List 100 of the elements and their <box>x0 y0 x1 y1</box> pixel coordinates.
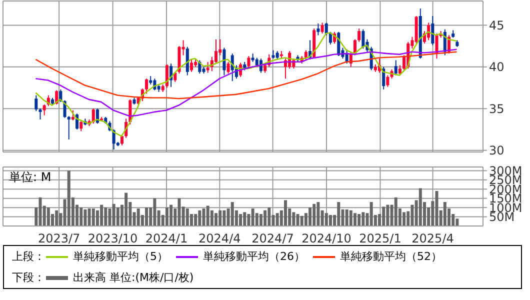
candlestick <box>226 61 230 74</box>
bar <box>88 208 91 226</box>
candlestick <box>398 64 402 76</box>
bar <box>251 208 254 226</box>
bar <box>222 210 226 226</box>
bar <box>435 190 438 226</box>
bar <box>243 212 246 226</box>
bar <box>353 213 356 226</box>
bar <box>312 204 316 226</box>
bar <box>402 212 406 226</box>
bar <box>230 202 234 226</box>
bar <box>328 214 332 226</box>
bar <box>92 208 95 226</box>
candlestick <box>431 16 434 46</box>
bar <box>46 208 50 226</box>
bar <box>84 209 87 226</box>
candlestick <box>190 58 193 72</box>
bar <box>202 208 206 226</box>
candlestick <box>186 46 189 76</box>
annotation: 単位: M <box>9 169 52 186</box>
candlestick <box>42 104 46 116</box>
bar <box>108 208 112 226</box>
bar <box>136 208 140 226</box>
candlestick <box>394 60 398 76</box>
bar <box>264 210 267 226</box>
bar <box>284 200 287 226</box>
legend-label: 単純移動平均（5） <box>73 249 168 264</box>
bar <box>300 216 304 226</box>
candlestick <box>386 74 390 88</box>
candlestick <box>34 94 38 112</box>
candlestick <box>206 61 210 74</box>
candlestick <box>358 28 361 42</box>
candlestick <box>222 47 226 76</box>
x-tick-label: 2023/10 <box>88 232 138 246</box>
bar <box>198 210 202 226</box>
y-tick-label: 45 <box>489 18 504 32</box>
bar <box>296 214 300 226</box>
candlestick <box>255 57 258 68</box>
candlestick <box>320 22 324 34</box>
bar <box>145 208 148 226</box>
bar <box>206 206 210 226</box>
legend-label: 単純移動平均（26） <box>203 249 305 264</box>
bar <box>259 214 262 226</box>
bar <box>67 170 70 226</box>
candlestick <box>71 110 74 121</box>
bar <box>153 198 156 226</box>
x-tick-label: 2025/4 <box>412 232 454 246</box>
bar <box>382 206 386 226</box>
bar <box>104 208 108 226</box>
bar <box>349 210 352 226</box>
bar <box>358 214 361 226</box>
bar <box>55 210 58 226</box>
bar <box>186 208 189 226</box>
candlestick <box>96 108 99 124</box>
bar <box>124 192 128 226</box>
bar <box>386 204 390 226</box>
bar <box>345 209 348 226</box>
candlestick <box>80 120 83 132</box>
bar <box>292 212 296 226</box>
bar <box>370 202 373 226</box>
candlestick <box>316 23 320 36</box>
legend-title: 上段： <box>12 249 46 264</box>
bar <box>170 204 173 226</box>
x-tick-label: 2024/10 <box>302 232 352 246</box>
x-tick-label: 2024/7 <box>252 232 294 246</box>
legend-label: 出来高 単位:(M株/口/枚) <box>73 270 194 285</box>
bar <box>116 208 120 226</box>
bar <box>38 197 42 226</box>
candlestick <box>38 108 42 120</box>
candlestick <box>247 56 250 68</box>
x-tick-label: 2023/7 <box>38 232 80 246</box>
bar <box>218 210 222 226</box>
bar <box>268 208 271 226</box>
candlestick <box>382 66 386 90</box>
bar <box>394 197 398 226</box>
bar <box>194 214 198 226</box>
candlestick <box>304 50 308 60</box>
bar <box>443 202 446 226</box>
bar <box>308 208 312 226</box>
bar <box>418 188 422 226</box>
candlestick <box>67 116 70 140</box>
bar <box>276 213 279 226</box>
candlestick <box>214 38 218 64</box>
bar <box>178 198 181 226</box>
bar <box>324 213 328 226</box>
bar <box>80 208 83 226</box>
y-tick-label: 35 <box>489 102 504 116</box>
candlestick <box>145 78 148 94</box>
y-tick-label: 40 <box>489 60 504 74</box>
x-tick-label: 2024/4 <box>198 232 241 246</box>
candlestick <box>324 22 328 36</box>
candlestick <box>362 28 365 50</box>
bar <box>100 204 104 226</box>
bar <box>214 213 218 226</box>
legend-title: 下段： <box>12 270 46 285</box>
candlestick <box>165 64 168 88</box>
bar <box>362 212 365 226</box>
x-tick-label: 2025/1 <box>359 232 402 246</box>
bar <box>112 204 116 226</box>
bar <box>165 208 168 226</box>
